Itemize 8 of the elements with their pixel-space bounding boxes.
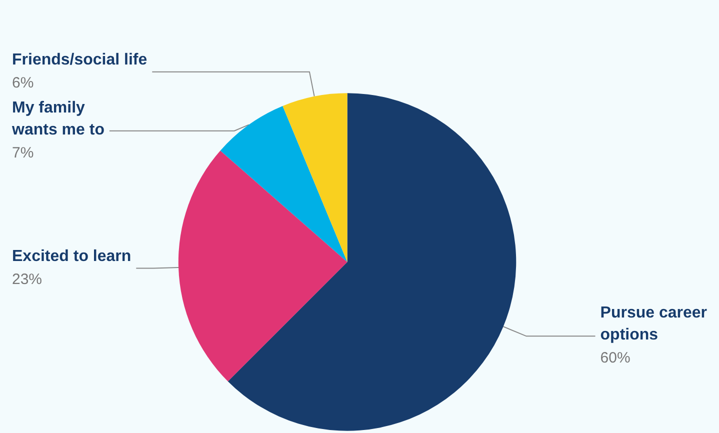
- slice-label: Pursue career options: [600, 304, 707, 344]
- slice-label: My family wants me to: [11, 99, 105, 138]
- data-label: 7%: [12, 144, 34, 162]
- data-label: 6%: [12, 74, 34, 92]
- slice-label: Friends/social life: [12, 51, 148, 68]
- data-label: 23%: [12, 270, 42, 288]
- slice-label: Excited to learn: [12, 248, 132, 265]
- data-label: 60%: [600, 350, 630, 367]
